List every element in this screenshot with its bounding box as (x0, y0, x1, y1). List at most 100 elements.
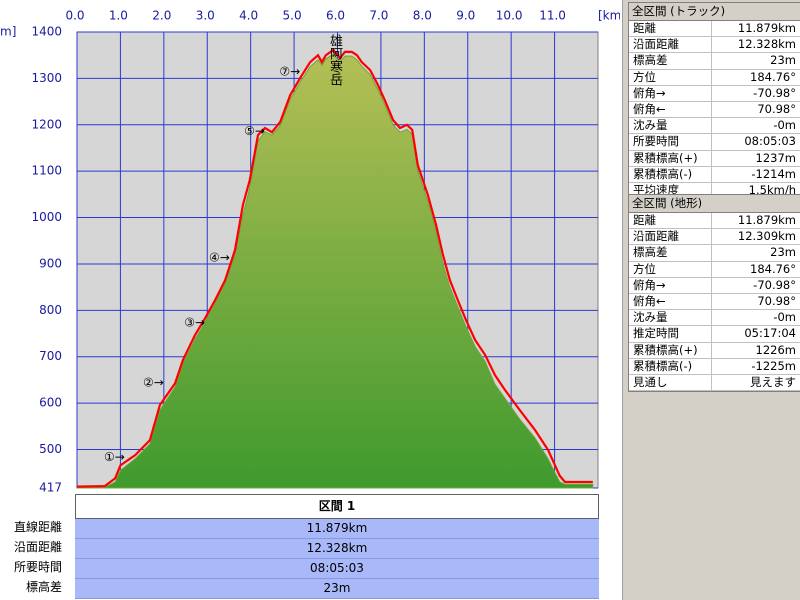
track-panel: 全区間 (トラック) 距離 11.879km 沿面距離 12.328km 標高差 23m 方位… (628, 2, 800, 201)
panel-row: 方位 184.76° (629, 261, 800, 278)
row-label: 所要時間 (629, 134, 712, 150)
panel-title: 全区間 (地形) (629, 195, 800, 213)
row-value: 184.76° (750, 69, 796, 84)
x-tick-label: 4.0 (239, 9, 258, 23)
y-tick-label: 1100 (31, 164, 62, 178)
row-value: 見えます (750, 374, 796, 389)
row-value: 11.879km (737, 213, 796, 227)
row-value: 08:05:03 (744, 134, 796, 149)
x-tick-label: 2.0 (152, 9, 171, 23)
x-tick-label: 11.0 (539, 9, 566, 23)
x-tick-label: 7.0 (369, 9, 388, 23)
section-value: 23m (75, 579, 599, 599)
panel-row: 俯角← 70.98° (629, 293, 800, 311)
x-tick-label: 0.0 (65, 9, 84, 23)
y-tick-label: 1200 (31, 117, 62, 131)
panel-row: 沈み量 -0m (629, 118, 800, 135)
y-tick-label: 600 (39, 396, 62, 410)
row-label: 方位 (629, 69, 712, 85)
row-label: 標高差 (629, 53, 712, 69)
row-label: 距離 (629, 213, 712, 229)
y-tick-label: 1400 (31, 25, 62, 39)
panel-row: 累積標高(-) -1214m (629, 166, 800, 183)
waypoint-label: ②→ (143, 376, 164, 390)
panel-row: 方位 184.76° (629, 69, 800, 86)
row-value: 12.309km (737, 229, 796, 244)
x-tick-label: 3.0 (196, 9, 215, 23)
section-value: 11.879km (75, 519, 599, 539)
section-value: 08:05:03 (75, 559, 599, 579)
row-label: 俯角→ (629, 277, 712, 293)
row-label: 累積標高(-) (629, 358, 712, 374)
row-value: -70.98° (753, 85, 796, 100)
y-tick-label: 900 (39, 256, 62, 270)
section-header: 区間 1 (75, 494, 599, 519)
row-label: 俯角← (629, 293, 712, 310)
section-label: 直線距離 (13, 520, 62, 534)
panel-row: 沿面距離 12.328km (629, 37, 800, 54)
panel-row: 累積標高(+) 1237m (629, 150, 800, 167)
section-label: 沿面距離 (13, 540, 62, 554)
panel-row: 累積標高(-) -1225m (629, 358, 800, 375)
panel-row: 沈み量 -0m (629, 310, 800, 327)
y-tick-label: 417 (39, 481, 62, 495)
row-label: 沈み量 (629, 310, 712, 326)
row-label: 沿面距離 (629, 229, 712, 245)
row-label: 累積標高(-) (629, 166, 712, 182)
row-label: 俯角← (629, 101, 712, 118)
row-label: 標高差 (629, 245, 712, 261)
row-value: 70.98° (757, 293, 796, 308)
section-labels: 直線距離沿面距離所要時間標高差 (0, 518, 64, 598)
waypoint-label: ⑦→ (279, 64, 300, 78)
panel-row: 距離 11.879km (629, 21, 800, 38)
row-value: 1237m (755, 150, 796, 165)
panel-row: 標高差 23m (629, 245, 800, 262)
peak-label: 雄阿寒岳 (327, 34, 343, 86)
panel-row: 標高差 23m (629, 53, 800, 70)
row-label: 沈み量 (629, 118, 712, 134)
terrain-panel: 全区間 (地形) 距離 11.879km 沿面距離 12.309km 標高差 23m 方位 18… (628, 194, 800, 393)
panel-row: 距離 11.879km (629, 213, 800, 230)
row-value: -1214m (751, 166, 796, 181)
section-label: 所要時間 (13, 560, 62, 574)
row-label: 俯角→ (629, 85, 712, 101)
panel-row: 見通し 見えます (629, 374, 800, 392)
row-label: 平均速度 (629, 182, 712, 199)
panel-title: 全区間 (トラック) (629, 3, 800, 21)
waypoint-label: ④→ (209, 250, 230, 264)
x-tick-label: 1.0 (109, 9, 128, 23)
y-axis-label: m] (0, 25, 16, 39)
y-tick-label: 500 (39, 442, 62, 456)
x-tick-label: 9.0 (456, 9, 475, 23)
x-tick-label: 8.0 (413, 9, 432, 23)
row-label: 累積標高(+) (629, 342, 712, 358)
row-label: 方位 (629, 261, 712, 277)
row-value: 1.5km/h (748, 182, 796, 197)
row-value: 70.98° (757, 101, 796, 116)
y-tick-label: 1000 (31, 210, 62, 224)
row-value: -0m (773, 118, 796, 133)
section-label: 標高差 (25, 580, 62, 594)
track-line (76, 48, 593, 488)
profile-chart: [km] m] 0.0 1.0 2.0 3.0 4.0 5.0 6.0 7.0 8.0 9.0 10… (0, 9, 620, 495)
row-value: -0m (773, 310, 796, 325)
y-tick-label: 700 (39, 349, 62, 363)
panel-row: 沿面距離 12.309km (629, 229, 800, 246)
x-axis-label: [km] (598, 9, 620, 23)
section-value: 12.328km (75, 539, 599, 559)
terrain-area (76, 53, 594, 489)
y-tick-label: 800 (39, 303, 62, 317)
row-label: 見通し (629, 374, 712, 391)
waypoint-label: ⑤→ (244, 124, 265, 138)
panel-row: 俯角← 70.98° (629, 101, 800, 119)
row-label: 沿面距離 (629, 37, 712, 53)
row-label: 推定時間 (629, 326, 712, 342)
row-value: 23m (770, 53, 796, 68)
row-value: 11.879km (737, 21, 796, 35)
row-value: 1226m (755, 342, 796, 357)
panel-row: 推定時間 05:17:04 (629, 326, 800, 343)
y-tick-label: 1300 (31, 71, 62, 85)
panel-row: 俯角→ -70.98° (629, 85, 800, 102)
waypoint-label: ①→ (104, 450, 125, 464)
